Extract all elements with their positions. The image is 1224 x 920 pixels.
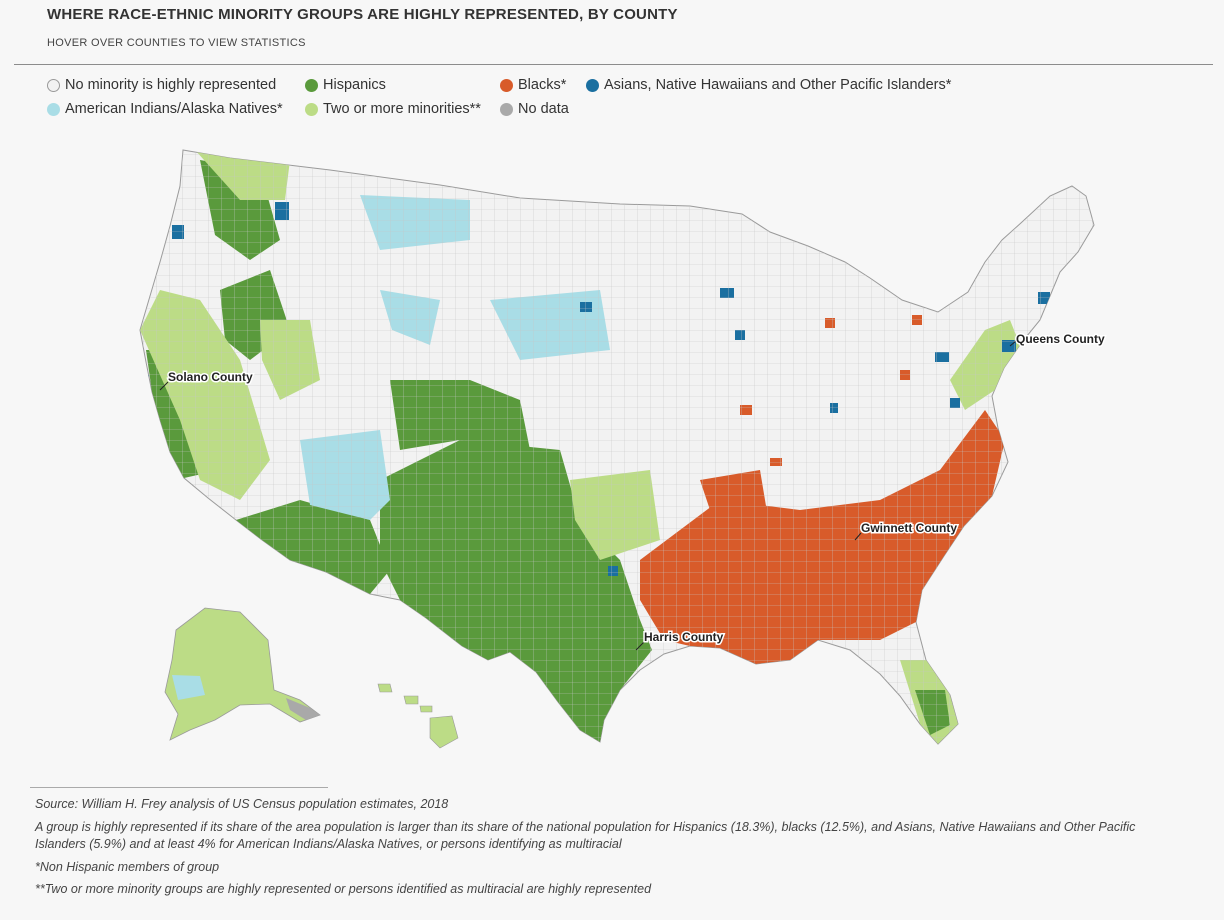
header-divider — [14, 64, 1213, 65]
callout-queens: Queens County — [1009, 331, 1107, 348]
legend-item-none: No minority is highly represented — [47, 77, 276, 93]
legend-item-aian: American Indians/Alaska Natives* — [47, 101, 283, 117]
legend-label-multi: Two or more minorities** — [323, 101, 481, 117]
legend-item-nodata: No data — [500, 101, 569, 117]
map-subtitle: HOVER OVER COUNTIES TO VIEW STATISTICS — [47, 37, 306, 49]
legend-item-multi: Two or more minorities** — [305, 101, 481, 117]
legend-swatch-hispanic — [305, 78, 318, 92]
callout-gwinnett-label: Gwinnett County — [861, 521, 957, 535]
legend-label-none: No minority is highly represented — [65, 77, 277, 93]
legend-swatch-black — [500, 78, 513, 92]
county-asian-bay-area[interactable] — [140, 375, 149, 393]
us-county-map[interactable]: Solano County Queens County Gwinnett Cou… — [0, 120, 1224, 770]
source-note: Source: William H. Frey analysis of US C… — [35, 797, 449, 811]
alaska[interactable] — [164, 607, 321, 741]
alaska-aian-region[interactable] — [172, 675, 205, 700]
legend-label-hispanic: Hispanics — [323, 77, 386, 93]
legend-item-asian: Asians, Native Hawaiians and Other Pacif… — [586, 77, 951, 93]
callout-queens-label: Queens County — [1016, 332, 1105, 346]
legend-item-black: Blacks* — [500, 77, 566, 93]
legend-swatch-aian — [47, 102, 60, 116]
legend-label-asian: Asians, Native Hawaiians and Other Pacif… — [604, 77, 952, 93]
legend-swatch-multi — [305, 102, 318, 116]
hawaii[interactable] — [377, 683, 459, 749]
definition-note: A group is highly represented if its sha… — [35, 820, 1136, 851]
callout-gwinnett: Gwinnett County — [854, 520, 959, 541]
legend-swatch-none — [47, 78, 60, 92]
legend-label-aian: American Indians/Alaska Natives* — [65, 101, 283, 117]
map-title: WHERE RACE-ETHNIC MINORITY GROUPS ARE HI… — [47, 6, 678, 23]
legend-swatch-asian — [586, 78, 599, 92]
callout-solano-label: Solano County — [168, 370, 253, 384]
callout-harris: Harris County — [635, 629, 725, 651]
callout-harris-label: Harris County — [644, 630, 724, 644]
footnote-two-or-more: **Two or more minority groups are highly… — [35, 882, 652, 896]
legend-label-black: Blacks* — [518, 77, 567, 93]
legend-item-hispanic: Hispanics — [305, 77, 386, 93]
footer-divider — [30, 787, 328, 788]
legend-swatch-nodata — [500, 102, 513, 116]
alaska-nodata-region[interactable] — [286, 698, 320, 720]
callout-solano: Solano County — [159, 369, 254, 391]
footnote-non-hispanic: *Non Hispanic members of group — [35, 860, 220, 874]
legend-label-nodata: No data — [518, 101, 569, 117]
